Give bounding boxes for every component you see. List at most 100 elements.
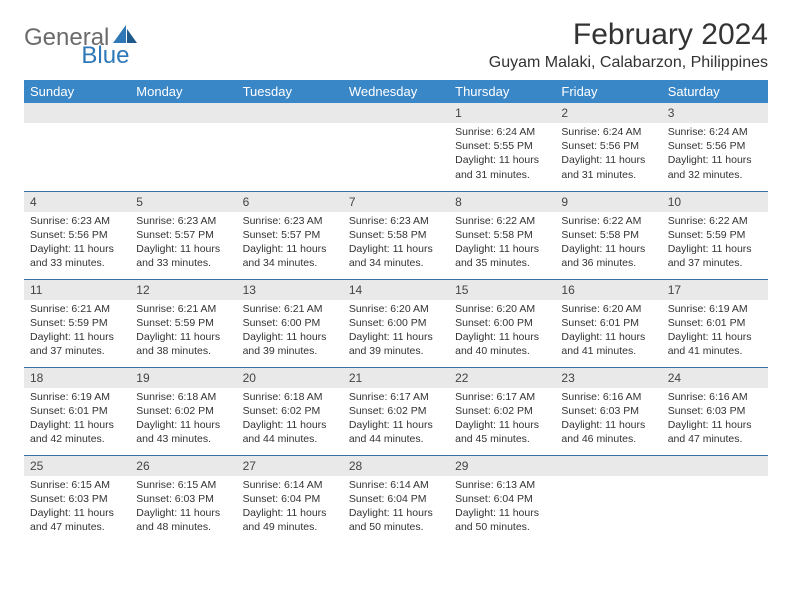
day-detail: Sunrise: 6:17 AMSunset: 6:02 PMDaylight:… — [449, 388, 555, 451]
day-detail — [24, 123, 130, 129]
calendar-cell: 29Sunrise: 6:13 AMSunset: 6:04 PMDayligh… — [449, 455, 555, 543]
calendar-cell: 8Sunrise: 6:22 AMSunset: 5:58 PMDaylight… — [449, 191, 555, 279]
day-detail: Sunrise: 6:15 AMSunset: 6:03 PMDaylight:… — [130, 476, 236, 539]
day-number: 7 — [343, 192, 449, 212]
calendar-cell: 10Sunrise: 6:22 AMSunset: 5:59 PMDayligh… — [662, 191, 768, 279]
calendar-cell: 3Sunrise: 6:24 AMSunset: 5:56 PMDaylight… — [662, 103, 768, 191]
day-detail: Sunrise: 6:18 AMSunset: 6:02 PMDaylight:… — [237, 388, 343, 451]
calendar-head: SundayMondayTuesdayWednesdayThursdayFrid… — [24, 80, 768, 103]
day-number: 2 — [555, 103, 661, 123]
day-detail: Sunrise: 6:16 AMSunset: 6:03 PMDaylight:… — [555, 388, 661, 451]
calendar-cell: 12Sunrise: 6:21 AMSunset: 5:59 PMDayligh… — [130, 279, 236, 367]
day-detail: Sunrise: 6:24 AMSunset: 5:56 PMDaylight:… — [555, 123, 661, 186]
calendar-cell: 14Sunrise: 6:20 AMSunset: 6:00 PMDayligh… — [343, 279, 449, 367]
weekday-header: Tuesday — [237, 80, 343, 103]
day-detail: Sunrise: 6:22 AMSunset: 5:59 PMDaylight:… — [662, 212, 768, 275]
day-detail: Sunrise: 6:23 AMSunset: 5:57 PMDaylight:… — [237, 212, 343, 275]
day-number: 25 — [24, 456, 130, 476]
weekday-header: Saturday — [662, 80, 768, 103]
calendar-cell: 17Sunrise: 6:19 AMSunset: 6:01 PMDayligh… — [662, 279, 768, 367]
calendar-cell: 16Sunrise: 6:20 AMSunset: 6:01 PMDayligh… — [555, 279, 661, 367]
day-detail: Sunrise: 6:16 AMSunset: 6:03 PMDaylight:… — [662, 388, 768, 451]
weekday-header: Sunday — [24, 80, 130, 103]
calendar-row: 11Sunrise: 6:21 AMSunset: 5:59 PMDayligh… — [24, 279, 768, 367]
day-detail: Sunrise: 6:19 AMSunset: 6:01 PMDaylight:… — [24, 388, 130, 451]
day-detail: Sunrise: 6:14 AMSunset: 6:04 PMDaylight:… — [343, 476, 449, 539]
day-number: 14 — [343, 280, 449, 300]
calendar-cell: 23Sunrise: 6:16 AMSunset: 6:03 PMDayligh… — [555, 367, 661, 455]
day-detail: Sunrise: 6:21 AMSunset: 5:59 PMDaylight:… — [24, 300, 130, 363]
day-number: 21 — [343, 368, 449, 388]
day-number: 26 — [130, 456, 236, 476]
day-detail: Sunrise: 6:20 AMSunset: 6:01 PMDaylight:… — [555, 300, 661, 363]
day-detail: Sunrise: 6:18 AMSunset: 6:02 PMDaylight:… — [130, 388, 236, 451]
day-detail: Sunrise: 6:20 AMSunset: 6:00 PMDaylight:… — [449, 300, 555, 363]
day-detail — [662, 476, 768, 482]
day-number: 10 — [662, 192, 768, 212]
day-detail: Sunrise: 6:13 AMSunset: 6:04 PMDaylight:… — [449, 476, 555, 539]
logo-text-blue: Blue — [81, 42, 129, 70]
day-number: 22 — [449, 368, 555, 388]
calendar-table: SundayMondayTuesdayWednesdayThursdayFrid… — [24, 80, 768, 543]
calendar-cell: 2Sunrise: 6:24 AMSunset: 5:56 PMDaylight… — [555, 103, 661, 191]
day-number: 13 — [237, 280, 343, 300]
calendar-cell: 21Sunrise: 6:17 AMSunset: 6:02 PMDayligh… — [343, 367, 449, 455]
day-number: 18 — [24, 368, 130, 388]
day-number: 8 — [449, 192, 555, 212]
day-detail: Sunrise: 6:19 AMSunset: 6:01 PMDaylight:… — [662, 300, 768, 363]
calendar-cell: 27Sunrise: 6:14 AMSunset: 6:04 PMDayligh… — [237, 455, 343, 543]
calendar-cell: 22Sunrise: 6:17 AMSunset: 6:02 PMDayligh… — [449, 367, 555, 455]
calendar-row: 4Sunrise: 6:23 AMSunset: 5:56 PMDaylight… — [24, 191, 768, 279]
day-detail: Sunrise: 6:24 AMSunset: 5:55 PMDaylight:… — [449, 123, 555, 186]
day-detail — [237, 123, 343, 129]
calendar-cell: 5Sunrise: 6:23 AMSunset: 5:57 PMDaylight… — [130, 191, 236, 279]
calendar-cell: 26Sunrise: 6:15 AMSunset: 6:03 PMDayligh… — [130, 455, 236, 543]
day-number: 16 — [555, 280, 661, 300]
day-number: 29 — [449, 456, 555, 476]
day-number: 17 — [662, 280, 768, 300]
calendar-cell — [130, 103, 236, 191]
calendar-cell — [343, 103, 449, 191]
day-detail: Sunrise: 6:22 AMSunset: 5:58 PMDaylight:… — [555, 212, 661, 275]
day-number: 1 — [449, 103, 555, 123]
day-detail: Sunrise: 6:15 AMSunset: 6:03 PMDaylight:… — [24, 476, 130, 539]
calendar-cell: 18Sunrise: 6:19 AMSunset: 6:01 PMDayligh… — [24, 367, 130, 455]
day-detail: Sunrise: 6:21 AMSunset: 6:00 PMDaylight:… — [237, 300, 343, 363]
header: General Blue February 2024 Guyam Malaki,… — [24, 18, 768, 72]
day-number: 24 — [662, 368, 768, 388]
location: Guyam Malaki, Calabarzon, Philippines — [489, 54, 768, 72]
day-number: 19 — [130, 368, 236, 388]
calendar-cell — [662, 455, 768, 543]
day-detail: Sunrise: 6:23 AMSunset: 5:58 PMDaylight:… — [343, 212, 449, 275]
calendar-row: 25Sunrise: 6:15 AMSunset: 6:03 PMDayligh… — [24, 455, 768, 543]
calendar-cell: 19Sunrise: 6:18 AMSunset: 6:02 PMDayligh… — [130, 367, 236, 455]
logo: General Blue — [24, 18, 191, 52]
calendar-cell: 9Sunrise: 6:22 AMSunset: 5:58 PMDaylight… — [555, 191, 661, 279]
calendar-cell: 15Sunrise: 6:20 AMSunset: 6:00 PMDayligh… — [449, 279, 555, 367]
weekday-header: Monday — [130, 80, 236, 103]
day-detail: Sunrise: 6:14 AMSunset: 6:04 PMDaylight:… — [237, 476, 343, 539]
day-number — [130, 103, 236, 123]
day-detail: Sunrise: 6:21 AMSunset: 5:59 PMDaylight:… — [130, 300, 236, 363]
calendar-cell: 24Sunrise: 6:16 AMSunset: 6:03 PMDayligh… — [662, 367, 768, 455]
day-detail — [130, 123, 236, 129]
calendar-cell: 6Sunrise: 6:23 AMSunset: 5:57 PMDaylight… — [237, 191, 343, 279]
day-detail: Sunrise: 6:22 AMSunset: 5:58 PMDaylight:… — [449, 212, 555, 275]
day-number: 3 — [662, 103, 768, 123]
calendar-row: 18Sunrise: 6:19 AMSunset: 6:01 PMDayligh… — [24, 367, 768, 455]
day-number — [24, 103, 130, 123]
calendar-cell: 7Sunrise: 6:23 AMSunset: 5:58 PMDaylight… — [343, 191, 449, 279]
day-detail: Sunrise: 6:23 AMSunset: 5:57 PMDaylight:… — [130, 212, 236, 275]
day-number — [343, 103, 449, 123]
day-number: 6 — [237, 192, 343, 212]
calendar-cell: 4Sunrise: 6:23 AMSunset: 5:56 PMDaylight… — [24, 191, 130, 279]
calendar-cell — [555, 455, 661, 543]
day-number: 27 — [237, 456, 343, 476]
day-number: 4 — [24, 192, 130, 212]
month-title: February 2024 — [489, 18, 768, 52]
day-number: 12 — [130, 280, 236, 300]
day-detail: Sunrise: 6:20 AMSunset: 6:00 PMDaylight:… — [343, 300, 449, 363]
day-number — [555, 456, 661, 476]
day-number: 20 — [237, 368, 343, 388]
calendar-cell: 25Sunrise: 6:15 AMSunset: 6:03 PMDayligh… — [24, 455, 130, 543]
